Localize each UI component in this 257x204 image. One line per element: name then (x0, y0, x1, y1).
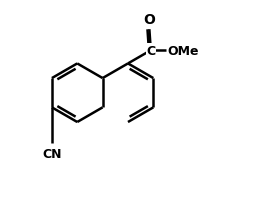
Text: O: O (143, 13, 155, 27)
Text: CN: CN (42, 147, 62, 160)
Text: OMe: OMe (167, 44, 199, 58)
Text: C: C (146, 44, 155, 58)
